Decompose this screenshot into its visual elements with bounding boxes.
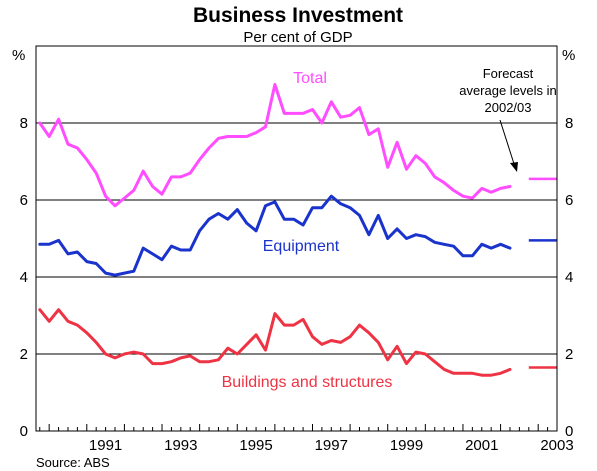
- chart-title: Business Investment: [193, 4, 403, 27]
- forecast-annotation-line-3: 2002/03: [485, 100, 532, 115]
- x-tick-label: 1997: [315, 437, 348, 454]
- x-tick-label: 1991: [89, 437, 122, 454]
- forecast-levels: [528, 177, 557, 369]
- x-tick-label: 2001: [465, 437, 498, 454]
- left-unit-label: %: [12, 47, 25, 64]
- right-unit-label: %: [562, 47, 575, 64]
- series-lines: [38, 83, 512, 377]
- y-axis-right-labels: 0 2 4 6 8: [565, 115, 573, 440]
- x-tick-label: 2003: [540, 437, 573, 454]
- y-tick-label-right: 2: [565, 346, 573, 363]
- forecast-arrow-head: [510, 162, 518, 172]
- y-axis-left-labels: 0 2 4 6 8: [20, 115, 28, 440]
- source-note: Source: ABS: [36, 455, 110, 470]
- x-axis-labels: 1991 1993 1995 1997 1999 2001 2003: [89, 437, 574, 454]
- y-tick-label-right: 6: [565, 192, 573, 209]
- series-label-total: Total: [293, 70, 327, 87]
- series-line-0: [38, 83, 512, 208]
- series-label-equipment: Equipment: [263, 238, 340, 255]
- y-tick-label-right: 4: [565, 269, 573, 286]
- y-tick-label-left: 6: [20, 192, 28, 209]
- y-tick-label-right: 0: [565, 423, 573, 440]
- y-tick-label-left: 4: [20, 269, 28, 286]
- forecast-annotation-line-2: average levels in: [459, 83, 557, 98]
- y-tick-label-left: 2: [20, 346, 28, 363]
- y-tick-label-left: 8: [20, 115, 28, 132]
- plot-frame: [35, 45, 558, 432]
- series-line-1: [38, 194, 512, 277]
- series-label-buildings: Buildings and structures: [222, 374, 393, 391]
- x-tick-label: 1993: [164, 437, 197, 454]
- forecast-arrow-shaft: [499, 119, 516, 168]
- y-tick-label-right: 8: [565, 115, 573, 132]
- chart-subtitle: Per cent of GDP: [243, 29, 352, 46]
- x-tick-label: 1999: [390, 437, 423, 454]
- x-tick-label: 1995: [239, 437, 272, 454]
- axis-ticks: [36, 122, 558, 431]
- forecast-annotation-line-1: Forecast: [483, 66, 534, 81]
- series-line-2: [38, 308, 512, 377]
- y-tick-label-left: 0: [20, 423, 28, 440]
